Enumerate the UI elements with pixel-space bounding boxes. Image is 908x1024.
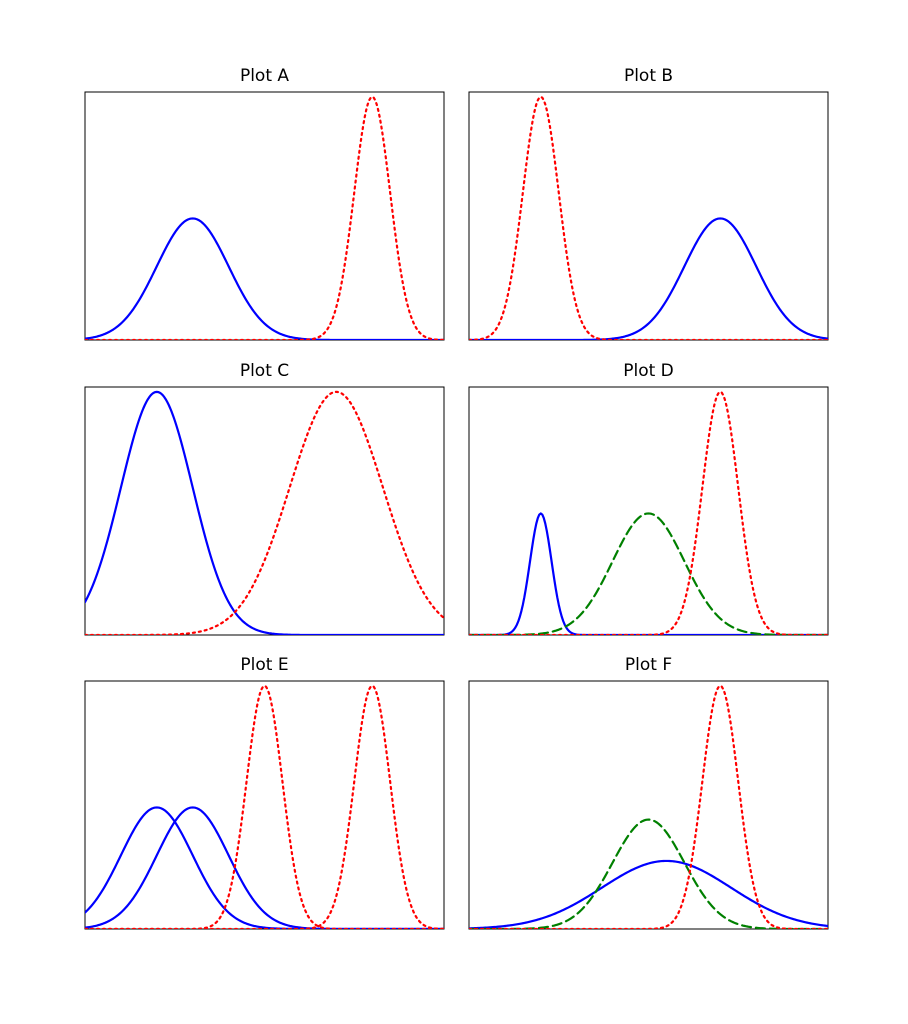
plot-a-title: Plot A: [240, 66, 289, 86]
plot-f-series-1-solid-line: [469, 859, 828, 929]
plot-c-panel: Plot C: [84, 361, 445, 636]
plot-b-title: Plot B: [624, 66, 673, 86]
plot-b-panel: Plot B: [468, 66, 829, 341]
plot-e-series-3-dotted-line: [85, 684, 444, 929]
plot-e-series-2-solid-line: [85, 806, 444, 929]
plot-e-axes-frame: [84, 680, 445, 930]
plot-d-title: Plot D: [623, 361, 674, 381]
plot-a-panel: Plot A: [84, 66, 445, 341]
plot-b-series-2-dotted-line: [469, 95, 828, 340]
plot-c-series-2-dotted-line: [85, 390, 444, 635]
plot-d-axes-frame: [468, 386, 829, 636]
plot-c-title: Plot C: [240, 361, 289, 381]
plot-b-axes-frame: [468, 91, 829, 341]
plot-d-series-3-dotted-line: [469, 390, 828, 635]
plot-c-axes-frame: [84, 386, 445, 636]
plot-d-series-1-solid-line: [469, 512, 828, 635]
plot-e-title: Plot E: [240, 655, 288, 675]
plot-e-series-1-solid-line: [85, 806, 444, 929]
plot-d-series-2-dashed-line: [469, 512, 828, 635]
plot-f-axes-frame: [468, 680, 829, 930]
plot-c-series-1-solid-line: [85, 390, 444, 635]
plot-e-panel: Plot E: [84, 655, 445, 930]
plot-a-series-1-solid-line: [85, 217, 444, 340]
plot-d-panel: Plot D: [468, 361, 829, 636]
plot-e-series-4-dotted-line: [85, 684, 444, 929]
plot-a-series-2-dotted-line: [85, 95, 444, 340]
plot-f-panel: Plot F: [468, 655, 829, 930]
plot-b-series-1-solid-line: [469, 217, 828, 340]
plot-a-axes-frame: [84, 91, 445, 341]
plot-f-title: Plot F: [625, 655, 672, 675]
plot-f-series-3-dotted-line: [469, 684, 828, 929]
